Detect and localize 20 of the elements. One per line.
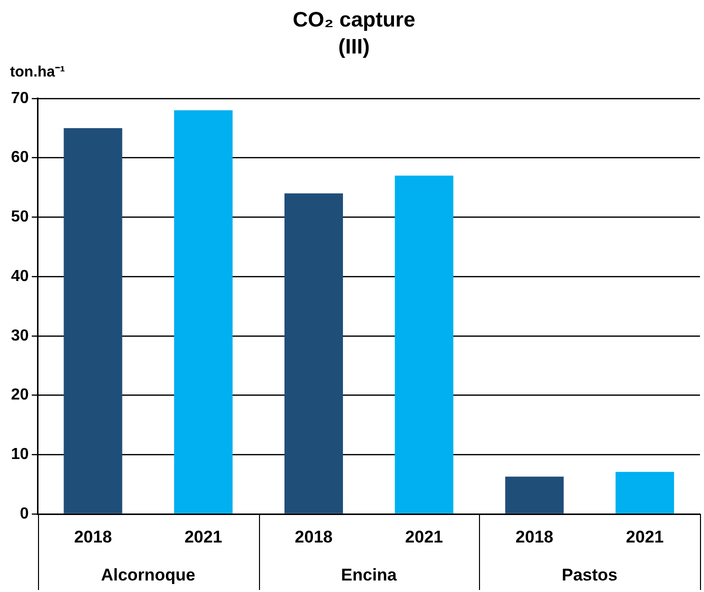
- y-tick-label: 40: [11, 268, 29, 285]
- series-label: 2021: [184, 528, 222, 547]
- y-tick-label: 10: [11, 446, 29, 464]
- text: 2018: [516, 528, 554, 547]
- chart-title: CO₂ capture: [292, 8, 416, 32]
- y-tick-label: 30: [11, 327, 29, 344]
- y-tick-label: 70: [11, 90, 29, 107]
- x-tick-label: Alcornoque: [100, 566, 196, 585]
- text: 2021: [626, 528, 664, 547]
- x-tick-label: Encina: [341, 566, 398, 585]
- y-tick-label: 20: [11, 386, 29, 404]
- y-tick-label: 50: [11, 208, 29, 226]
- series-label: 2018: [74, 528, 112, 547]
- chart-subtitle: (III): [338, 36, 370, 59]
- text: 2021: [405, 528, 443, 547]
- x-tick-label: Pastos: [562, 566, 618, 585]
- y-axis-title: ton.ha⁻¹: [10, 64, 65, 81]
- text: 2018: [294, 528, 333, 547]
- y-tick-label: 0: [20, 505, 29, 522]
- y-tick-label: 60: [11, 149, 29, 166]
